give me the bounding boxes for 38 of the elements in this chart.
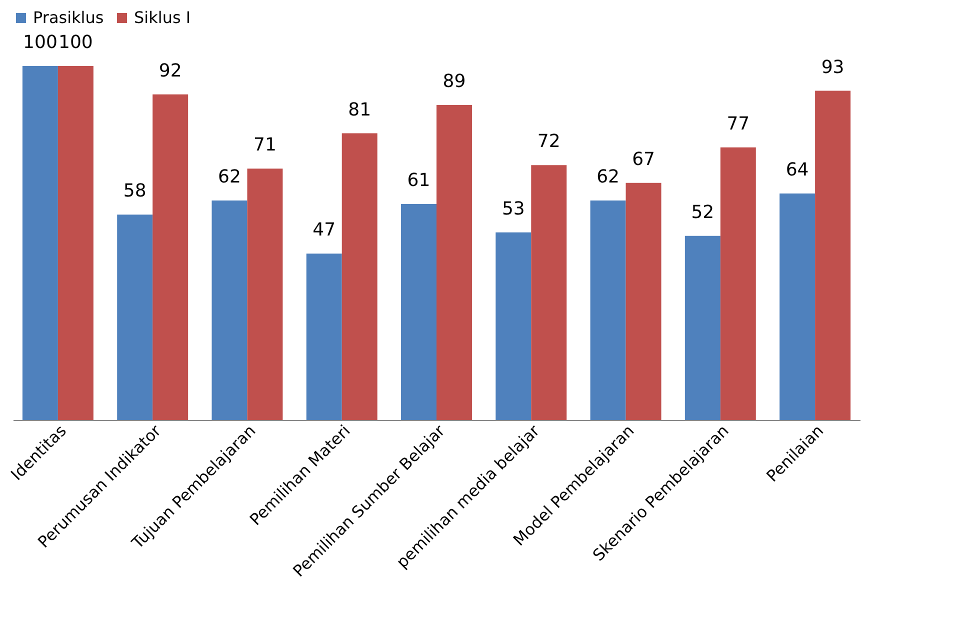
bar [342,133,378,420]
data-label: 53 [502,198,525,220]
bar [496,232,532,420]
bar [152,94,188,420]
bar [684,236,720,420]
data-label: 81 [348,99,372,120]
data-label: 61 [407,170,430,192]
bar [117,214,153,420]
bar [436,104,472,420]
data-label: 100 [23,32,58,53]
data-label: 64 [786,159,809,180]
data-label: 67 [632,148,655,170]
data-label: 62 [218,166,241,188]
bar [401,204,436,420]
data-label: 77 [726,113,750,134]
data-label: 62 [596,166,620,188]
bar [531,165,567,420]
bar [22,66,58,420]
data-label: 72 [537,131,560,152]
bar [58,66,94,420]
data-label: 58 [123,180,146,202]
legend-label: Siklus I [134,8,191,27]
bar [212,200,248,420]
bar [590,200,626,420]
data-label: 52 [691,202,714,223]
data-label: 47 [312,220,336,241]
bar [247,168,283,420]
data-label: 100 [58,32,93,53]
data-label: 93 [821,56,844,78]
bar [626,182,662,420]
bar [720,147,756,420]
data-label: 89 [442,70,466,92]
legend-label: Prasiklus [33,8,104,27]
data-label: 92 [158,60,182,82]
data-label: 71 [254,134,276,156]
bar [306,254,342,420]
bar [780,193,816,420]
bar [815,90,851,420]
